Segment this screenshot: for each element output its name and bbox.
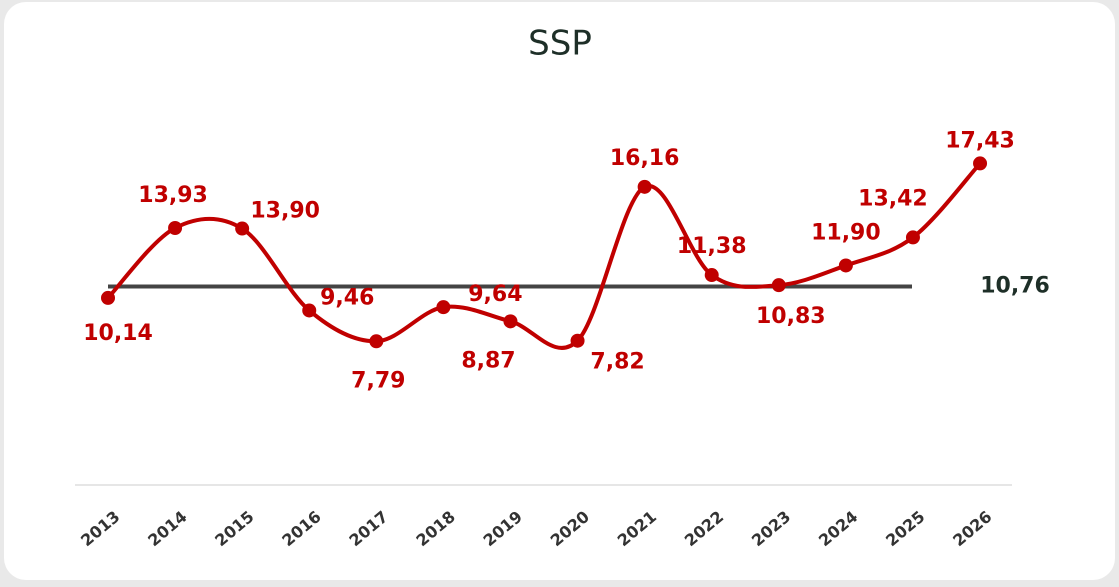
card (4, 2, 1115, 580)
x-tick-label: 2026 (949, 507, 995, 550)
data-label: 13,90 (250, 199, 320, 224)
x-tick-label: 2014 (144, 507, 190, 550)
data-label: 9,64 (468, 282, 522, 307)
point (637, 179, 652, 194)
point (168, 220, 183, 235)
data-label: 13,93 (138, 183, 208, 208)
point (101, 290, 115, 305)
point (570, 333, 585, 348)
x-tick-label: 2021 (614, 507, 660, 550)
x-tick-label: 2018 (413, 507, 459, 550)
point (302, 303, 317, 318)
data-label: 11,90 (811, 220, 881, 245)
data-label: 7,82 (590, 350, 644, 375)
data-label: 8,87 (461, 348, 515, 373)
point (235, 221, 250, 236)
x-tick-label: 2025 (882, 507, 928, 550)
x-tick-label: 2023 (748, 507, 794, 550)
x-tick-label: 2022 (681, 507, 727, 550)
data-label: 10,14 (83, 321, 153, 346)
point (771, 278, 786, 293)
point (838, 258, 853, 273)
x-tick-label: 2015 (211, 507, 257, 550)
point (973, 156, 988, 171)
x-tick-label: 2020 (547, 507, 593, 550)
data-label: 13,42 (858, 186, 928, 211)
reference-label: 10,76 (980, 273, 1050, 298)
chart-title: SSP (528, 24, 592, 64)
point (704, 268, 719, 283)
line (106, 162, 982, 350)
data-label: 9,46 (320, 285, 374, 310)
data-label: 11,38 (677, 234, 747, 259)
x-tick-label: 2019 (480, 507, 526, 550)
point (369, 334, 384, 349)
point (436, 300, 451, 315)
data-label: 10,83 (756, 304, 826, 329)
x-tick-label: 2016 (278, 507, 324, 550)
x-tick-label: 2024 (815, 507, 861, 550)
point (503, 314, 518, 329)
data-label: 16,16 (610, 146, 680, 171)
point (905, 230, 920, 245)
data-label: 17,43 (945, 128, 1015, 153)
data-label: 7,79 (351, 368, 405, 393)
x-tick-label: 2013 (77, 507, 123, 550)
x-tick-label: 2017 (345, 507, 391, 550)
